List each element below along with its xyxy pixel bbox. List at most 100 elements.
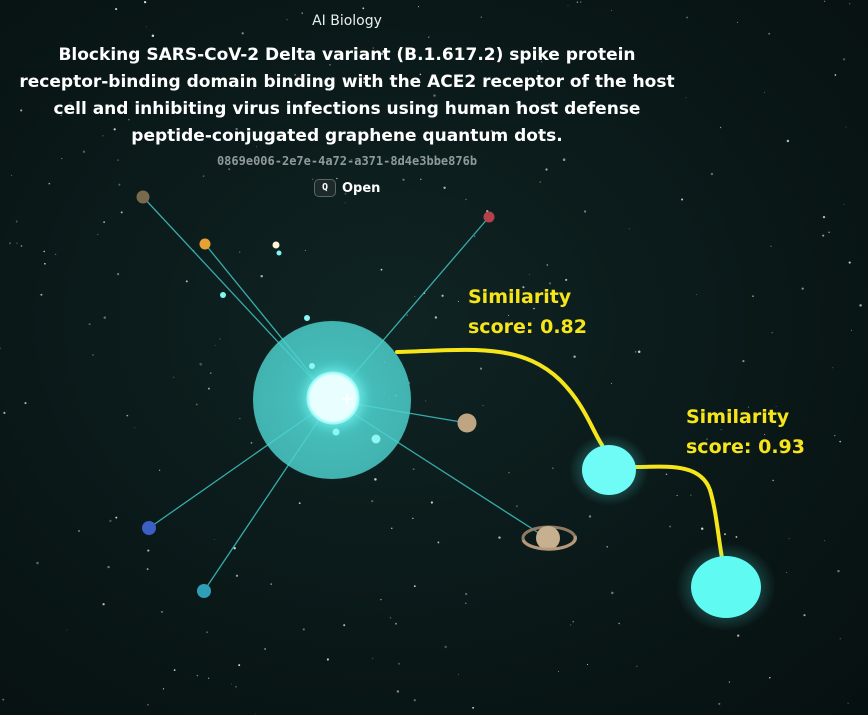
background-star (397, 163, 399, 165)
background-star (88, 323, 91, 326)
background-star (15, 220, 18, 223)
background-star (414, 296, 416, 297)
similarity-label-line: Similarity (468, 286, 572, 308)
background-star (362, 81, 365, 84)
background-star (834, 74, 837, 76)
background-star (61, 158, 63, 160)
background-star (362, 7, 365, 10)
background-star (775, 405, 777, 407)
background-star (238, 664, 241, 667)
background-star (839, 440, 842, 443)
star-cyan[interactable] (220, 292, 226, 298)
background-star (764, 433, 766, 436)
planet-brown[interactable] (136, 190, 150, 204)
background-star (9, 242, 12, 245)
background-star (490, 129, 493, 133)
background-star (147, 549, 150, 552)
background-star (573, 355, 576, 358)
background-star (723, 533, 727, 536)
background-star (65, 77, 67, 79)
star-cyan[interactable] (276, 250, 282, 256)
star-white[interactable] (272, 241, 280, 249)
background-star (567, 5, 569, 6)
background-star (847, 702, 849, 704)
background-star (706, 438, 708, 441)
background-star (400, 111, 403, 113)
background-star (665, 473, 668, 476)
background-star (326, 658, 329, 661)
similar-node-1[interactable] (582, 445, 636, 495)
background-star (611, 591, 614, 595)
planet-orange[interactable] (199, 238, 211, 250)
background-star (565, 278, 568, 281)
background-star (294, 73, 297, 76)
background-star (396, 690, 400, 693)
background-star (443, 186, 446, 189)
background-star (380, 268, 383, 271)
background-star (441, 294, 444, 297)
background-star (162, 688, 165, 690)
moon-dot[interactable] (371, 434, 381, 444)
moon-dot[interactable] (332, 428, 340, 436)
background-star (472, 706, 475, 709)
background-star (77, 529, 81, 533)
background-star (374, 478, 377, 481)
similarity-path-1 (395, 347, 604, 447)
background-star (202, 175, 205, 177)
background-star (97, 234, 99, 236)
background-star (834, 434, 836, 437)
planet-blue[interactable] (142, 521, 156, 535)
background-star (618, 622, 620, 625)
background-star (822, 234, 825, 237)
background-star (434, 316, 438, 319)
background-star (588, 515, 592, 518)
background-star (635, 113, 637, 116)
background-star (256, 146, 257, 148)
background-star (304, 249, 306, 251)
background-star (610, 9, 613, 11)
background-star (768, 32, 771, 35)
background-star (214, 344, 216, 346)
background-star (507, 314, 509, 316)
background-star (851, 329, 853, 331)
background-star (260, 274, 263, 278)
background-star (115, 516, 118, 519)
background-star (16, 242, 18, 244)
background-star (700, 527, 704, 530)
background-star (842, 58, 846, 61)
background-star (128, 119, 130, 121)
background-star (498, 536, 501, 539)
moon-dot[interactable] (304, 315, 310, 321)
background-star (343, 624, 346, 627)
background-star (213, 539, 215, 540)
background-star (233, 547, 236, 550)
background-star (329, 63, 331, 66)
background-star (419, 73, 422, 76)
saturn-planet-icon[interactable] (521, 525, 577, 551)
open-button[interactable]: Q Open (314, 179, 380, 197)
background-star (143, 0, 147, 4)
background-star (452, 159, 454, 161)
background-star (696, 294, 698, 296)
background-star (391, 527, 393, 529)
node-id: 0869e006-2e7e-4a72-a371-8d4e3bbe876b (216, 154, 478, 168)
central-star-core[interactable] (308, 373, 358, 423)
background-star (301, 12, 303, 14)
background-star (173, 376, 175, 378)
planet-red[interactable] (483, 211, 495, 223)
moon-dot[interactable] (309, 363, 315, 369)
background-star (552, 467, 554, 469)
background-star (117, 159, 119, 161)
background-star (428, 36, 430, 38)
background-star (606, 545, 609, 548)
background-star (583, 210, 587, 213)
similar-node-2[interactable] (691, 556, 761, 618)
background-star (298, 502, 301, 505)
planet-teal[interactable] (197, 584, 211, 598)
background-star (199, 362, 202, 366)
background-star (843, 203, 845, 205)
planet-tan[interactable] (457, 413, 477, 433)
background-star (636, 665, 638, 667)
